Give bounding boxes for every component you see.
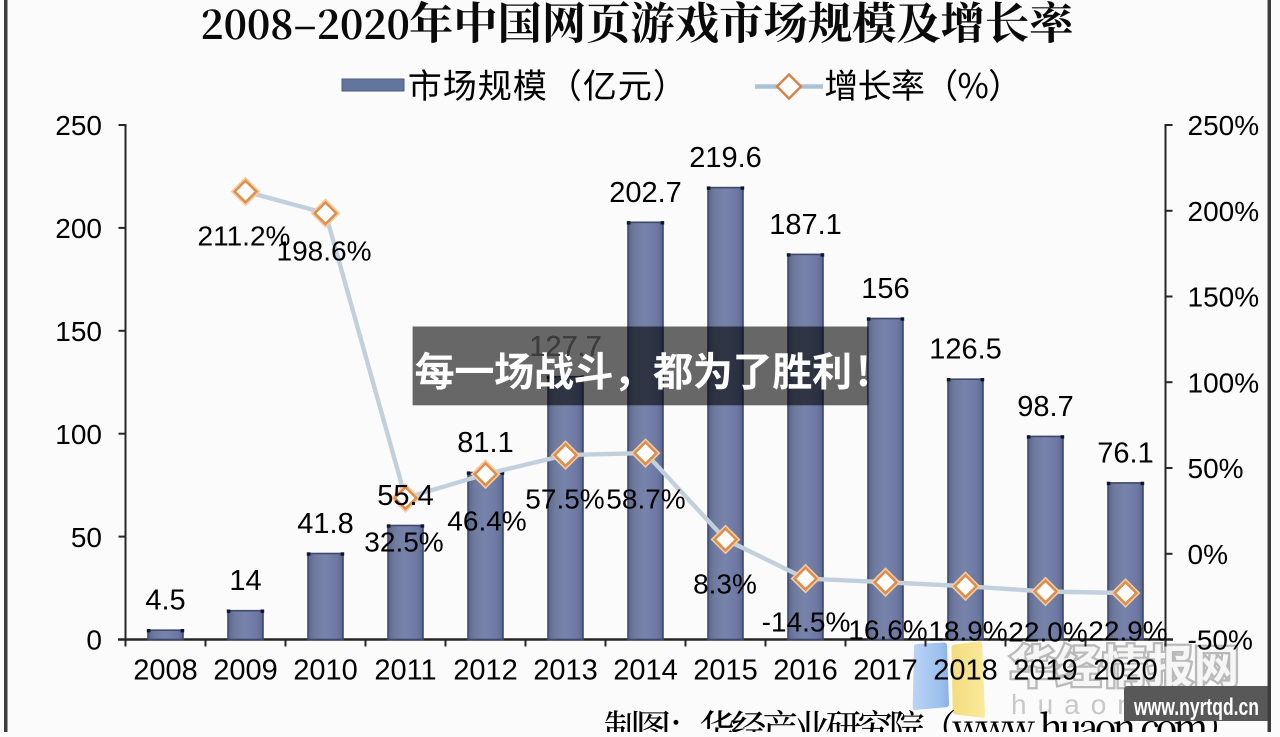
svg-text:2008: 2008	[133, 655, 198, 687]
svg-text:2010: 2010	[293, 655, 358, 687]
svg-text:127.7: 127.7	[529, 331, 602, 363]
svg-text:126.5: 126.5	[929, 334, 1002, 366]
svg-text:2016: 2016	[773, 655, 838, 687]
svg-text:0%: 0%	[1188, 539, 1228, 570]
svg-text:22.0%: 22.0%	[1008, 617, 1087, 648]
svg-text:32.5%: 32.5%	[364, 527, 443, 558]
svg-text:2011: 2011	[374, 655, 436, 687]
svg-text:4.5: 4.5	[145, 585, 185, 617]
svg-text:58.7%: 58.7%	[606, 484, 685, 515]
svg-text:0: 0	[86, 625, 102, 656]
svg-text:-14.5%: -14.5%	[762, 607, 851, 638]
svg-text:76.1: 76.1	[1097, 437, 1153, 469]
svg-text:huaon: huaon	[1011, 689, 1144, 720]
svg-text:50: 50	[71, 522, 102, 553]
svg-text:100: 100	[55, 419, 102, 450]
svg-text:150%: 150%	[1188, 282, 1260, 313]
svg-text:2018: 2018	[933, 655, 998, 687]
svg-text:41.8: 41.8	[297, 508, 353, 540]
svg-text:2013: 2013	[533, 655, 598, 687]
svg-text:202.7: 202.7	[609, 177, 682, 209]
svg-text:98.7: 98.7	[1017, 391, 1073, 423]
svg-text:2012: 2012	[453, 655, 518, 687]
svg-text:14: 14	[229, 565, 261, 597]
svg-text:8.3%: 8.3%	[693, 569, 757, 600]
svg-text:250%: 250%	[1188, 110, 1260, 141]
svg-text:www.nyrtqd.cn: www.nyrtqd.cn	[1133, 694, 1259, 721]
svg-text:46.4%: 46.4%	[447, 506, 526, 537]
svg-text:150: 150	[55, 316, 102, 347]
svg-text:2017: 2017	[853, 655, 918, 687]
svg-text:-50%: -50%	[1188, 625, 1253, 656]
svg-text:187.1: 187.1	[769, 209, 842, 241]
svg-text:2015: 2015	[693, 655, 758, 687]
svg-text:198.6%: 198.6%	[277, 236, 372, 267]
svg-text:211.2%: 211.2%	[198, 221, 291, 252]
svg-text:16.6%: 16.6%	[848, 615, 927, 646]
svg-text:200%: 200%	[1188, 196, 1260, 227]
svg-text:57.5%: 57.5%	[525, 484, 604, 515]
svg-text:2009: 2009	[213, 655, 278, 687]
svg-text:55.4: 55.4	[377, 480, 433, 512]
svg-text:2019: 2019	[1013, 655, 1078, 687]
svg-text:156: 156	[861, 273, 909, 305]
svg-text:200: 200	[55, 213, 102, 244]
svg-text:22.9%: 22.9%	[1088, 616, 1167, 647]
svg-text:50%: 50%	[1188, 453, 1244, 484]
svg-text:100%: 100%	[1188, 367, 1260, 398]
svg-text:219.6: 219.6	[689, 142, 762, 174]
svg-text:250: 250	[55, 110, 102, 141]
svg-text:2020: 2020	[1093, 655, 1158, 687]
svg-text:2014: 2014	[613, 655, 678, 687]
svg-text:18.9%: 18.9%	[928, 616, 1007, 647]
svg-text:81.1: 81.1	[457, 427, 513, 459]
